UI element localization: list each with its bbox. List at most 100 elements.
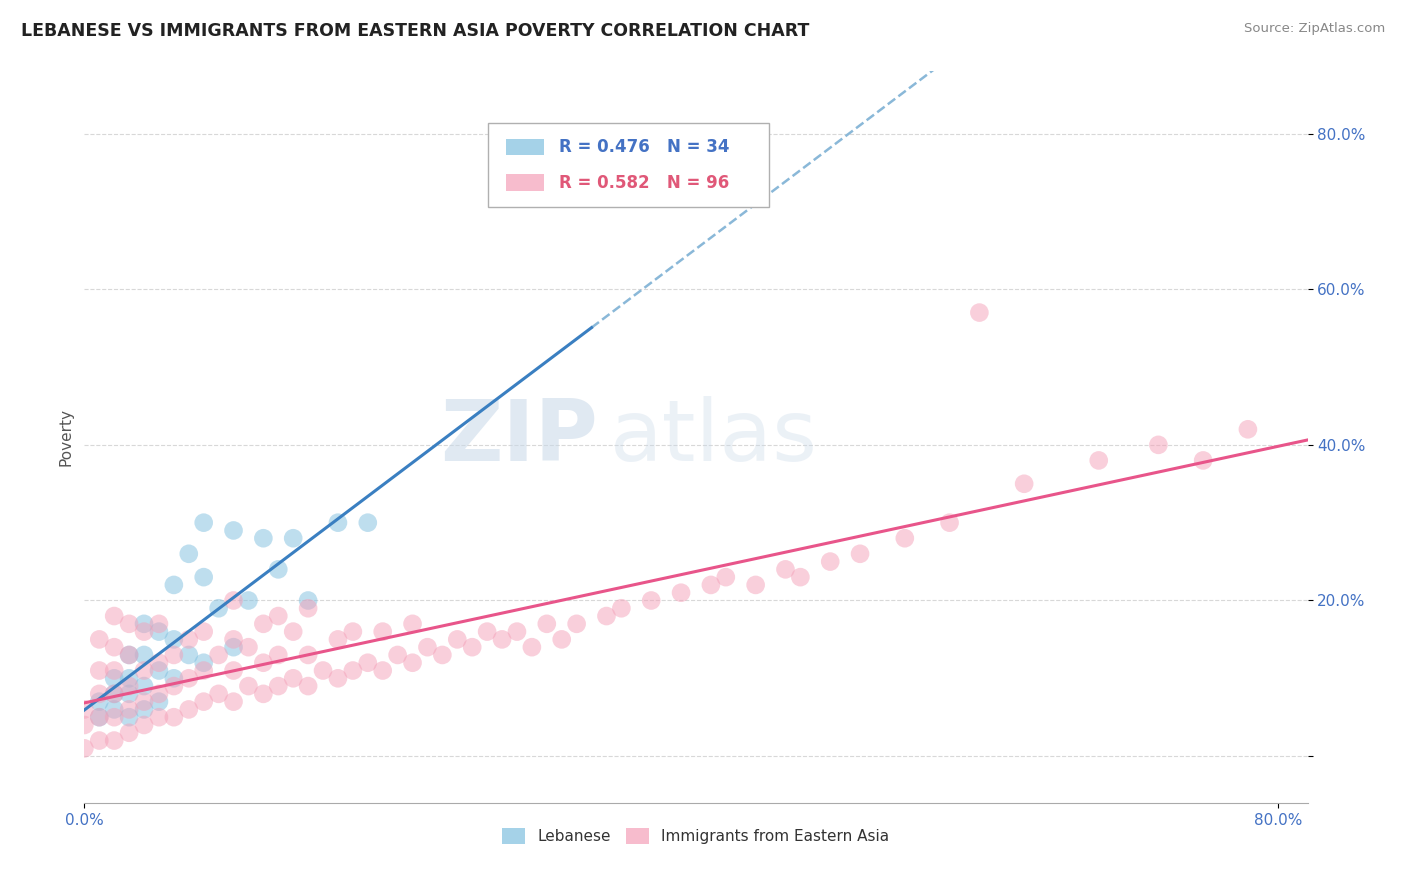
Point	[849, 547, 872, 561]
Point	[267, 609, 290, 624]
Legend: Lebanese, Immigrants from Eastern Asia: Lebanese, Immigrants from Eastern Asia	[496, 822, 896, 850]
Point	[714, 570, 737, 584]
Point	[103, 671, 125, 685]
Point	[132, 616, 155, 631]
Point	[222, 632, 245, 647]
Point	[163, 671, 186, 685]
Point	[222, 640, 245, 655]
Point	[193, 656, 215, 670]
Point	[148, 656, 170, 670]
Point	[357, 656, 380, 670]
Text: LEBANESE VS IMMIGRANTS FROM EASTERN ASIA POVERTY CORRELATION CHART: LEBANESE VS IMMIGRANTS FROM EASTERN ASIA…	[21, 22, 810, 40]
Point	[506, 624, 529, 639]
Point	[89, 664, 111, 678]
Point	[193, 664, 215, 678]
Point	[103, 664, 125, 678]
Point	[207, 648, 229, 662]
Point	[132, 702, 155, 716]
Point	[193, 695, 215, 709]
Point	[267, 648, 290, 662]
Point	[312, 664, 335, 678]
Point	[103, 609, 125, 624]
Point	[789, 570, 811, 584]
Point	[103, 687, 125, 701]
Point	[238, 679, 260, 693]
Point	[401, 616, 423, 631]
Point	[103, 702, 125, 716]
Point	[148, 616, 170, 631]
Point	[595, 609, 617, 624]
Point	[132, 679, 155, 693]
Point	[401, 656, 423, 670]
Point	[252, 656, 274, 670]
Text: ZIP: ZIP	[440, 395, 598, 479]
Point	[207, 687, 229, 701]
Point	[89, 687, 111, 701]
Point	[163, 648, 186, 662]
Point	[177, 671, 200, 685]
Point	[461, 640, 484, 655]
Y-axis label: Poverty: Poverty	[58, 408, 73, 467]
Point	[416, 640, 439, 655]
Point	[252, 687, 274, 701]
Point	[267, 562, 290, 576]
Point	[73, 702, 96, 716]
Point	[326, 632, 349, 647]
Point	[1237, 422, 1260, 436]
Point	[177, 648, 200, 662]
Point	[118, 687, 141, 701]
Point	[163, 679, 186, 693]
Point	[132, 695, 155, 709]
Point	[1192, 453, 1215, 467]
Point	[103, 710, 125, 724]
Point	[103, 640, 125, 655]
Point	[148, 664, 170, 678]
Point	[565, 616, 588, 631]
Point	[118, 702, 141, 716]
Point	[177, 632, 200, 647]
Point	[297, 601, 319, 615]
Point	[73, 718, 96, 732]
Point	[520, 640, 543, 655]
Point	[163, 632, 186, 647]
Point	[207, 601, 229, 615]
Point	[193, 624, 215, 639]
Point	[193, 570, 215, 584]
Point	[326, 671, 349, 685]
Point	[1012, 476, 1035, 491]
Point	[342, 664, 364, 678]
Point	[193, 516, 215, 530]
Point	[89, 733, 111, 747]
Text: atlas: atlas	[610, 395, 818, 479]
Point	[89, 710, 111, 724]
Point	[700, 578, 723, 592]
Point	[118, 648, 141, 662]
Point	[163, 578, 186, 592]
Point	[938, 516, 960, 530]
Point	[238, 640, 260, 655]
Point	[283, 531, 305, 545]
Point	[222, 695, 245, 709]
Point	[148, 687, 170, 701]
Point	[132, 718, 155, 732]
Point	[103, 733, 125, 747]
Point	[267, 679, 290, 693]
Point	[297, 648, 319, 662]
Point	[894, 531, 917, 545]
Point	[89, 695, 111, 709]
Text: Source: ZipAtlas.com: Source: ZipAtlas.com	[1244, 22, 1385, 36]
Point	[118, 648, 141, 662]
Point	[969, 305, 991, 319]
Point	[342, 624, 364, 639]
Text: R = 0.476   N = 34: R = 0.476 N = 34	[558, 137, 730, 156]
Point	[222, 593, 245, 607]
Point	[73, 741, 96, 756]
Bar	[506, 175, 544, 191]
Point	[669, 585, 692, 599]
Point	[610, 601, 633, 615]
Point	[118, 679, 141, 693]
Point	[1147, 438, 1170, 452]
Point	[446, 632, 468, 647]
Point	[297, 679, 319, 693]
Point	[744, 578, 766, 592]
